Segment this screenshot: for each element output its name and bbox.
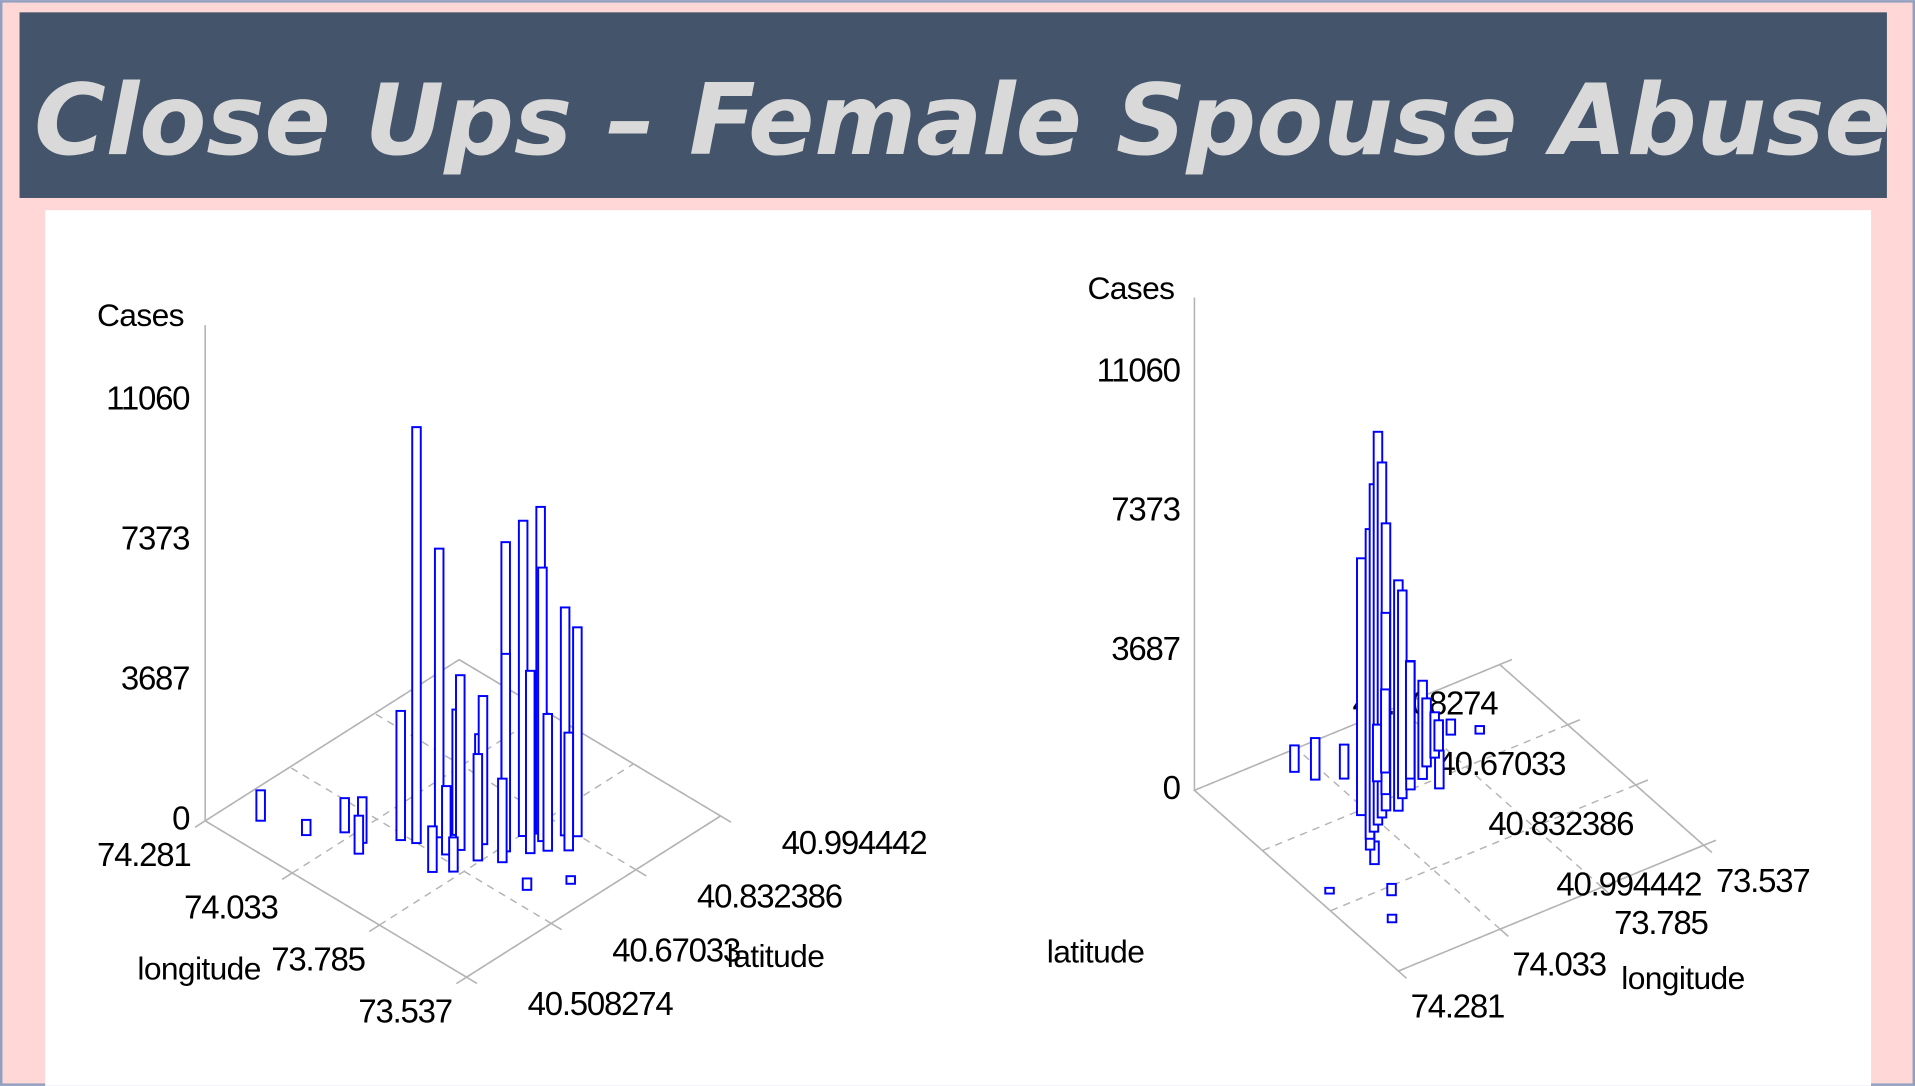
bar [563, 731, 574, 852]
bar [1445, 718, 1457, 736]
bar [433, 547, 445, 839]
grid-line [458, 659, 721, 817]
tick-mark [1703, 844, 1713, 854]
bar [1309, 737, 1321, 781]
bar [448, 836, 459, 873]
bar [1338, 743, 1350, 780]
tick-mark [281, 872, 293, 881]
bar [441, 785, 452, 856]
z-axis-title: Cases [1087, 270, 1174, 306]
title-bar [19, 12, 1887, 198]
bar [1404, 660, 1416, 780]
x-tick-label: 73.537 [1716, 862, 1810, 899]
bar [339, 797, 350, 834]
bar [1380, 688, 1391, 774]
bar [542, 712, 553, 852]
grid-line [1330, 784, 1637, 912]
bar [255, 789, 266, 822]
tick-mark [1635, 779, 1649, 786]
z-tick-label: 7373 [121, 519, 189, 556]
bar [472, 753, 484, 862]
tick-mark [1703, 839, 1717, 847]
grid-line [289, 766, 552, 925]
bar [1289, 744, 1300, 773]
bar [1433, 719, 1444, 752]
x-tick-label: 73.785 [271, 940, 365, 977]
bar [565, 875, 576, 885]
x-tick-label: 74.281 [97, 836, 191, 873]
grid-line [1499, 663, 1705, 846]
y-axis-title: latitude [1047, 933, 1144, 969]
z-tick-label: 3687 [1111, 630, 1179, 667]
grid-line [1194, 663, 1501, 791]
grid-line [1295, 747, 1501, 930]
z-tick-label: 0 [1163, 769, 1181, 806]
bar [455, 674, 466, 851]
x-tick-label: 74.033 [184, 888, 278, 925]
x-tick-label: 74.033 [1512, 946, 1606, 983]
tick-mark [194, 820, 206, 828]
tick-mark [550, 922, 563, 931]
tick-mark [1567, 719, 1581, 726]
z-tick-label: 0 [172, 800, 190, 837]
bar [537, 566, 548, 843]
bar [1324, 886, 1335, 895]
bar [395, 709, 406, 842]
y-tick-label: 40.508274 [528, 985, 674, 1022]
z-tick-label: 11060 [106, 379, 190, 416]
bar [1356, 557, 1367, 817]
bar [1474, 725, 1485, 735]
bar [1386, 913, 1398, 924]
y-tick-label: 40.67033 [1438, 745, 1566, 782]
tick-mark [1499, 658, 1513, 666]
y-tick-label: 40.832386 [697, 878, 842, 915]
y-axis-title: latitude [727, 938, 824, 974]
bar [300, 818, 312, 837]
bar [525, 669, 536, 855]
tick-mark [455, 976, 467, 985]
grid-line [204, 659, 460, 822]
bar [1386, 882, 1397, 897]
bar [353, 814, 365, 855]
z-tick-label: 11060 [1097, 351, 1181, 388]
tick-mark [466, 976, 478, 985]
grid-line [466, 815, 721, 978]
grid-line [1193, 789, 1399, 972]
chart: 0 3687 7373 11060 74.281 74.033 73.785 73.537 40… [97, 297, 928, 1030]
x-axis-title: longitude [137, 950, 260, 986]
bar [411, 426, 422, 845]
x-tick-label: 73.785 [1614, 904, 1708, 941]
grid-line [204, 820, 467, 978]
bar [497, 777, 508, 864]
grid-line [1397, 705, 1603, 888]
z-tick-label: 7373 [1111, 491, 1179, 528]
x-tick-label: 74.281 [1411, 988, 1505, 1025]
tick-mark [1397, 970, 1408, 979]
tick-mark [1499, 928, 1509, 937]
tick-mark [368, 924, 380, 933]
x-tick-label: 73.537 [358, 993, 452, 1030]
bar [427, 825, 438, 873]
z-tick-label: 3687 [121, 659, 189, 696]
content-panel [45, 210, 1872, 1086]
grid-line [1398, 844, 1704, 972]
y-tick-label: 40.67033 [612, 931, 740, 968]
x-axis-title: longitude [1621, 960, 1744, 996]
y-tick-label: 40.994442 [1556, 865, 1701, 902]
tick-mark [1601, 886, 1611, 896]
y-tick-label: 40.832386 [1488, 805, 1633, 842]
tick-mark [720, 815, 732, 823]
z-axis-title: Cases [97, 297, 184, 333]
tick-mark [635, 869, 647, 877]
bar [572, 626, 583, 838]
bar [521, 877, 533, 891]
slide-title: Close Ups – Female Spouse Abuse [34, 64, 1891, 178]
y-tick-label: 40.994442 [782, 824, 927, 861]
